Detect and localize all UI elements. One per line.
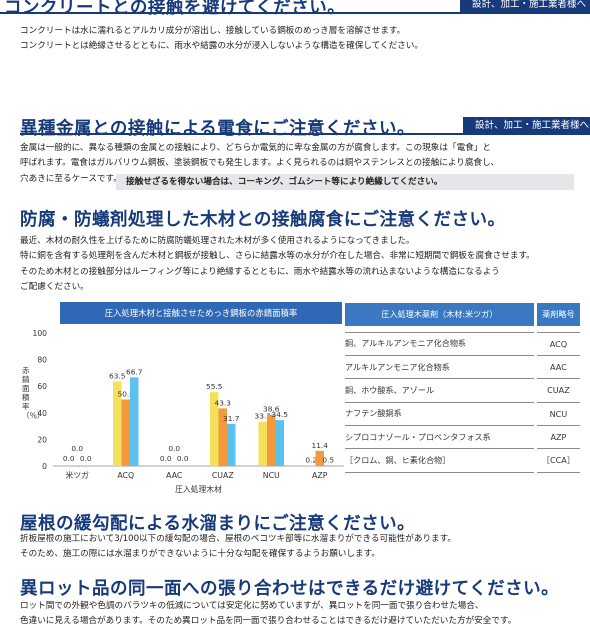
x-tick-label: AAC: [166, 471, 183, 480]
data-label: 0.5: [322, 455, 334, 464]
data-label: 0.0: [177, 454, 189, 463]
data-label: 31.7: [223, 414, 240, 423]
data-label: 34.5: [272, 410, 289, 419]
bar: [218, 408, 227, 466]
bar: [258, 421, 267, 466]
data-label: 38.6: [263, 405, 280, 414]
bar: [275, 420, 284, 466]
x-tick-label: 米ツガ: [66, 470, 90, 480]
wood-treatment-agents-table: 圧入処理木薬剤（木材:米ツガ） 薬剤略号 銅、アルキルアンモニア化合物系 ACQ…: [345, 303, 580, 473]
section4-body: 折板屋根の施工において3/100以下の緩勾配の場合、屋根のベコツキ部等に水溜まり…: [20, 532, 456, 563]
red-rust-chart: 0204060801000.00.00.0米ツガ63.550.066.7ACQ0…: [33, 329, 344, 494]
agent-abbr: CUAZ: [535, 378, 580, 403]
y-tick-label: 20: [37, 435, 47, 444]
section1-title: コンクリートとの接触を避けてください。: [4, 0, 346, 18]
section1-rule: [0, 12, 590, 14]
section3-line: 特に銅を含有する処理剤を含んだ木材と鋼板が接触し、さらに結露水等の水分が介在した…: [20, 251, 535, 262]
agent-name: アルキルアンモニア化合物系: [345, 355, 537, 380]
y-tick-label: 60: [37, 382, 47, 391]
data-label: 0.2: [305, 456, 317, 465]
data-label: 63.5: [109, 372, 126, 381]
agent-abbr: ACQ: [535, 332, 580, 356]
section3-body: 最近、木材の耐久性を上げるために防腐防蟻処理された木材が多く使用されるようになっ…: [20, 234, 535, 295]
data-label: 0.0: [160, 454, 172, 463]
chart-title: 圧入処理木材と接触させためっき鋼板の赤錆面積率: [60, 302, 342, 324]
table-header-agent: 圧入処理木薬剤（木材:米ツガ）: [345, 303, 537, 326]
data-label: 43.3: [215, 398, 232, 407]
x-tick-label: NCU: [263, 471, 280, 480]
data-label: 0.0: [63, 454, 75, 463]
data-label: 11.4: [312, 441, 329, 450]
section5-line: 色違いに見える場合があります。そのため異ロット品を同一面で張り合わせることはでき…: [20, 616, 517, 627]
section4-line: 折板屋根の施工において3/100以下の緩勾配の場合、屋根のベコツキ部等に水溜まり…: [20, 534, 456, 544]
section1-line: コンクリートとは絶縁させるとともに、雨水や結露の水分が浸入しないような構造を確保…: [20, 41, 423, 52]
section5-line: ロット間での外観や色調のバラツキの低減については安定化に努めていますが、異ロット…: [20, 601, 484, 611]
y-tick-label: 80: [37, 356, 47, 365]
section1-line: コンクリートは水に濡れるとアルカリ成分が溶出し、接触している鋼板のめっき層を溶解…: [20, 26, 406, 36]
agent-name: ナフテン酸銅系: [345, 402, 537, 427]
bar: [210, 392, 219, 466]
section2-line: 金属は一般的に、異なる種類の金属との接触により、どちらか電気的に卑な金属の方が腐…: [20, 143, 491, 153]
section4-title: 屋根の緩勾配による水溜まりにご注意ください。: [20, 514, 416, 534]
agent-abbr: ［CCA］: [535, 448, 580, 473]
section2-line: 穴あきに至るケースです。: [20, 173, 122, 184]
section2-line: 呼ばれます。電食はガルバリウム鋼板、塗装鋼板でも発生します。よく見られるのは銅や…: [20, 158, 500, 169]
table-row: シプロコナゾール・プロペンタフォス系 AZP: [345, 425, 580, 450]
agent-name: ［クロム、銅、ヒ素化合物］: [345, 448, 537, 473]
bar: [267, 414, 276, 466]
data-label: 0.0: [80, 454, 92, 463]
table-spacer: [345, 326, 537, 333]
section2-audience-tag: 設計、加工・施工業者様へ: [463, 117, 590, 134]
table-row: 銅、アルキルアンモニア化合物系 ACQ: [345, 332, 580, 356]
agent-name: シプロコナゾール・プロペンタフォス系: [345, 425, 537, 450]
bar: [324, 465, 333, 466]
y-tick-label: 100: [33, 329, 48, 338]
section3-title: 防腐・防蟻剤処理した木材との接触腐食にご注意ください。: [20, 210, 506, 230]
data-label: 0.0: [71, 444, 83, 453]
section5-title: 異ロット品の同一面への張り合わせはできるだけ避けてください。: [20, 579, 560, 599]
data-label: 66.7: [126, 367, 143, 376]
x-tick-label: ACQ: [117, 471, 134, 480]
section3-line: ご配慮ください。: [20, 281, 89, 292]
section2-rule: [20, 133, 590, 135]
table-spacer: [535, 326, 580, 333]
agent-abbr: AZP: [535, 425, 580, 450]
agent-name: 銅、アルキルアンモニア化合物系: [345, 332, 537, 356]
table-row: アルキルアンモニア化合物系 AAC: [345, 355, 580, 380]
section2-body: 金属は一般的に、異なる種類の金属との接触により、どちらか電気的に卑な金属の方が腐…: [20, 141, 499, 187]
agent-name: 銅、ホウ酸系、アゾール: [345, 378, 537, 403]
data-label: 50.0: [118, 390, 135, 399]
table-header-abbr: 薬剤略号: [535, 303, 580, 326]
section3-line: そのため木材との接触部分はルーフィング等により絶縁するとともに、雨水や結露水等の…: [20, 266, 500, 277]
table-row: 銅、ホウ酸系、アゾール CUAZ: [345, 378, 580, 403]
y-tick-label: 40: [37, 409, 47, 418]
section5-body: ロット間での外観や色調のバラツキの低減については安定化に努めていますが、異ロット…: [20, 599, 516, 630]
x-axis-label: 圧入処理木材: [175, 484, 222, 494]
agent-abbr: AAC: [535, 355, 580, 380]
bar: [121, 399, 130, 466]
agent-abbr: NCU: [535, 402, 580, 427]
data-label: 0.0: [168, 444, 180, 453]
table-row: ナフテン酸銅系 NCU: [345, 402, 580, 427]
section2-callout: 接触せざるを得ない場合は、コーキング、ゴムシート等により絶縁してください。: [116, 174, 574, 190]
section1-body: コンクリートは水に濡れるとアルカリ成分が溶出し、接触している鋼板のめっき層を溶解…: [20, 24, 423, 55]
bar: [227, 423, 236, 466]
table-row: ［クロム、銅、ヒ素化合物］ ［CCA］: [345, 448, 580, 473]
data-label: 33.3: [255, 412, 272, 421]
bar: [130, 377, 139, 466]
section4-line: そのため、施工の際には水溜まりができないように十分な勾配を確保するようお願いしま…: [20, 549, 380, 560]
bar: [315, 450, 324, 466]
bar: [113, 381, 122, 466]
x-tick-label: CUAZ: [212, 471, 234, 480]
section1-audience-tag: 設計、加工・施工業者様へ: [460, 0, 590, 13]
y-tick-label: 0: [42, 462, 47, 471]
section3-line: 最近、木材の耐久性を上げるために防腐防蟻処理された木材が多く使用されるようになっ…: [20, 236, 415, 246]
section2-title: 異種金属との接触による電食にご注意ください。: [20, 119, 415, 139]
data-label: 55.5: [206, 382, 223, 391]
x-tick-label: AZP: [312, 471, 328, 480]
